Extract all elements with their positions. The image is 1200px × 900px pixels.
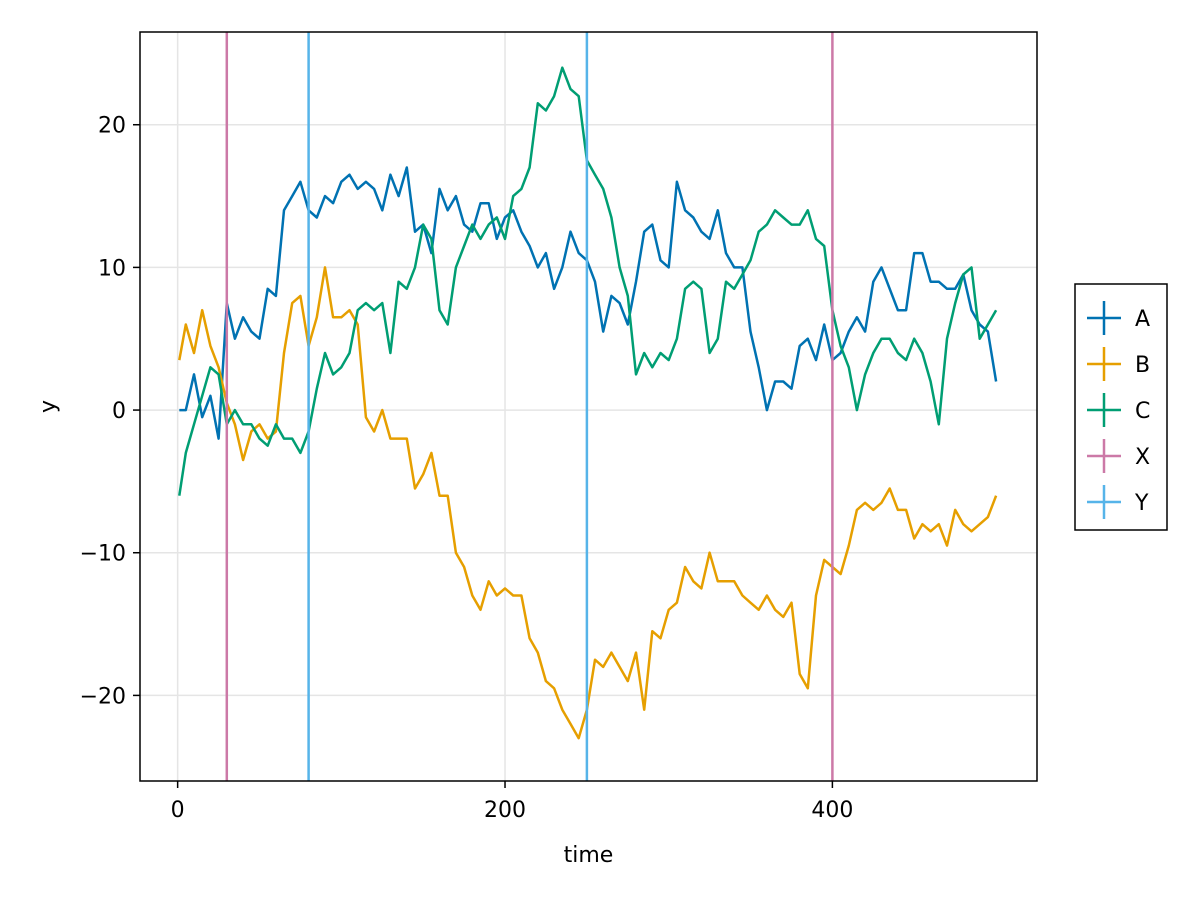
legend-label: X bbox=[1135, 445, 1150, 470]
y-tick-label: 10 bbox=[98, 256, 126, 281]
y-tick-label: −10 bbox=[80, 542, 126, 567]
legend-label: A bbox=[1135, 307, 1150, 332]
x-axis-label: time bbox=[564, 843, 614, 868]
legend-label: C bbox=[1135, 399, 1150, 424]
y-tick-label: 0 bbox=[112, 399, 126, 424]
series-line-x bbox=[225, 32, 834, 781]
grid-lines bbox=[140, 32, 1037, 781]
x-tick-label: 400 bbox=[811, 798, 853, 823]
series-lines bbox=[178, 32, 998, 781]
axis-ticks: 0 200 400 −20 −10 0 10 20 bbox=[80, 114, 854, 823]
legend-label: B bbox=[1135, 353, 1150, 378]
series-line-y bbox=[307, 32, 589, 781]
legend-frame bbox=[1074, 283, 1168, 531]
y-tick-label: 20 bbox=[98, 114, 126, 139]
x-tick-label: 200 bbox=[484, 798, 526, 823]
x-tick-label: 0 bbox=[171, 798, 185, 823]
y-tick-label: −20 bbox=[80, 684, 126, 709]
plot-frame bbox=[139, 31, 1038, 782]
legend-label: Y bbox=[1134, 491, 1149, 516]
y-axis-label: y bbox=[36, 400, 61, 413]
